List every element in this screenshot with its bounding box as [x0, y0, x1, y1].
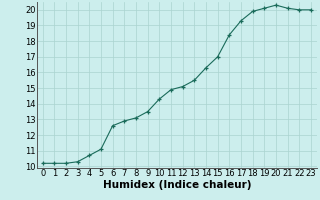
- X-axis label: Humidex (Indice chaleur): Humidex (Indice chaleur): [102, 180, 251, 190]
